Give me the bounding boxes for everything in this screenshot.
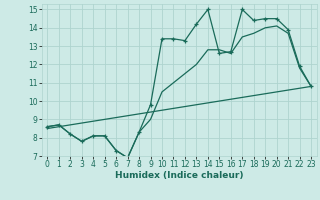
X-axis label: Humidex (Indice chaleur): Humidex (Indice chaleur) [115,171,244,180]
